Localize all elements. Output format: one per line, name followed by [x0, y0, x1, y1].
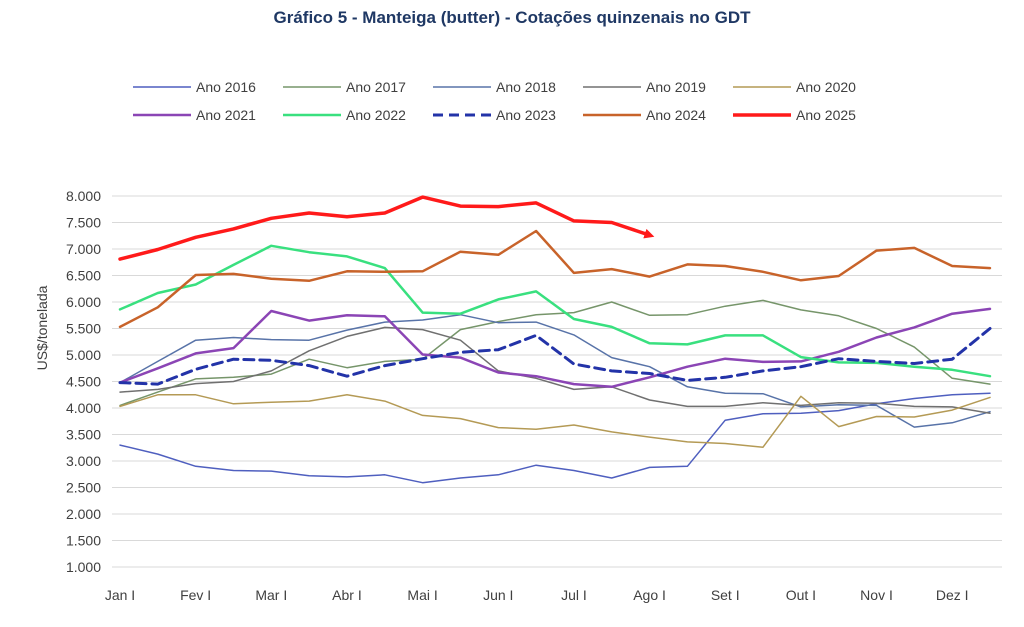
x-tick-label: Abr I	[332, 587, 362, 603]
x-axis-ticks: Jan I Fev I Mar I Abr I Mai I Jun I Jul I Ago I…	[105, 587, 969, 603]
y-axis-ticks: 1.000 1.500 2.000 2.500 3.000 3.500 4.000 4.500…	[66, 188, 101, 575]
legend: Ano 2016 Ano 2017 Ano 2018 Ano 2019 Ano 2020…	[133, 79, 856, 123]
y-tick-label: 2.500	[66, 480, 101, 496]
series-line-ano-2023	[118, 327, 992, 386]
y-tick-label: 1.500	[66, 533, 101, 549]
chart-title: Gráfico 5 - Manteiga (butter) - Cotações…	[273, 8, 751, 27]
legend-label-ano-2022: Ano 2022	[346, 107, 406, 123]
series-line-ano-2019	[119, 326, 991, 415]
series-line-ano-2025	[118, 195, 655, 261]
x-tick-label: Dez I	[936, 587, 969, 603]
y-tick-label: 5.000	[66, 347, 101, 363]
y-tick-label: 5.500	[66, 321, 101, 337]
y-tick-label: 4.500	[66, 374, 101, 390]
legend-label-ano-2019: Ano 2019	[646, 79, 706, 95]
series-line-ano-2016	[119, 392, 991, 484]
series-line-ano-2024	[118, 229, 992, 329]
y-tick-label: 1.000	[66, 559, 101, 575]
legend-label-ano-2016: Ano 2016	[196, 79, 256, 95]
legend-label-ano-2025: Ano 2025	[796, 107, 856, 123]
x-tick-label: Ago I	[633, 587, 666, 603]
y-tick-label: 7.500	[66, 215, 101, 231]
x-tick-label: Jul I	[561, 587, 587, 603]
series-line-ano-2021	[118, 307, 992, 389]
x-tick-label: Jun I	[483, 587, 513, 603]
y-axis-title: US$/tonelada	[34, 285, 50, 370]
legend-label-ano-2020: Ano 2020	[796, 79, 856, 95]
y-tick-label: 8.000	[66, 188, 101, 204]
legend-label-ano-2018: Ano 2018	[496, 79, 556, 95]
series-line-ano-2017	[119, 299, 991, 407]
legend-label-ano-2023: Ano 2023	[496, 107, 556, 123]
x-tick-label: Nov I	[860, 587, 893, 603]
x-tick-label: Out I	[786, 587, 816, 603]
x-tick-label: Mai I	[407, 587, 437, 603]
x-tick-label: Jan I	[105, 587, 135, 603]
legend-label-ano-2017: Ano 2017	[346, 79, 406, 95]
y-tick-label: 2.000	[66, 506, 101, 522]
y-tick-label: 7.000	[66, 241, 101, 257]
series-line-ano-2018	[119, 313, 991, 428]
series-lines	[118, 195, 992, 484]
y-tick-label: 6.000	[66, 294, 101, 310]
legend-label-ano-2021: Ano 2021	[196, 107, 256, 123]
x-tick-label: Mar I	[255, 587, 287, 603]
y-tick-label: 3.500	[66, 427, 101, 443]
y-tick-label: 6.500	[66, 268, 101, 284]
series-line-ano-2020	[119, 394, 991, 448]
y-tick-label: 4.000	[66, 400, 101, 416]
legend-label-ano-2024: Ano 2024	[646, 107, 706, 123]
series-line-ano-2022	[118, 244, 992, 378]
x-tick-label: Fev I	[180, 587, 211, 603]
y-tick-label: 3.000	[66, 453, 101, 469]
x-tick-label: Set I	[711, 587, 740, 603]
